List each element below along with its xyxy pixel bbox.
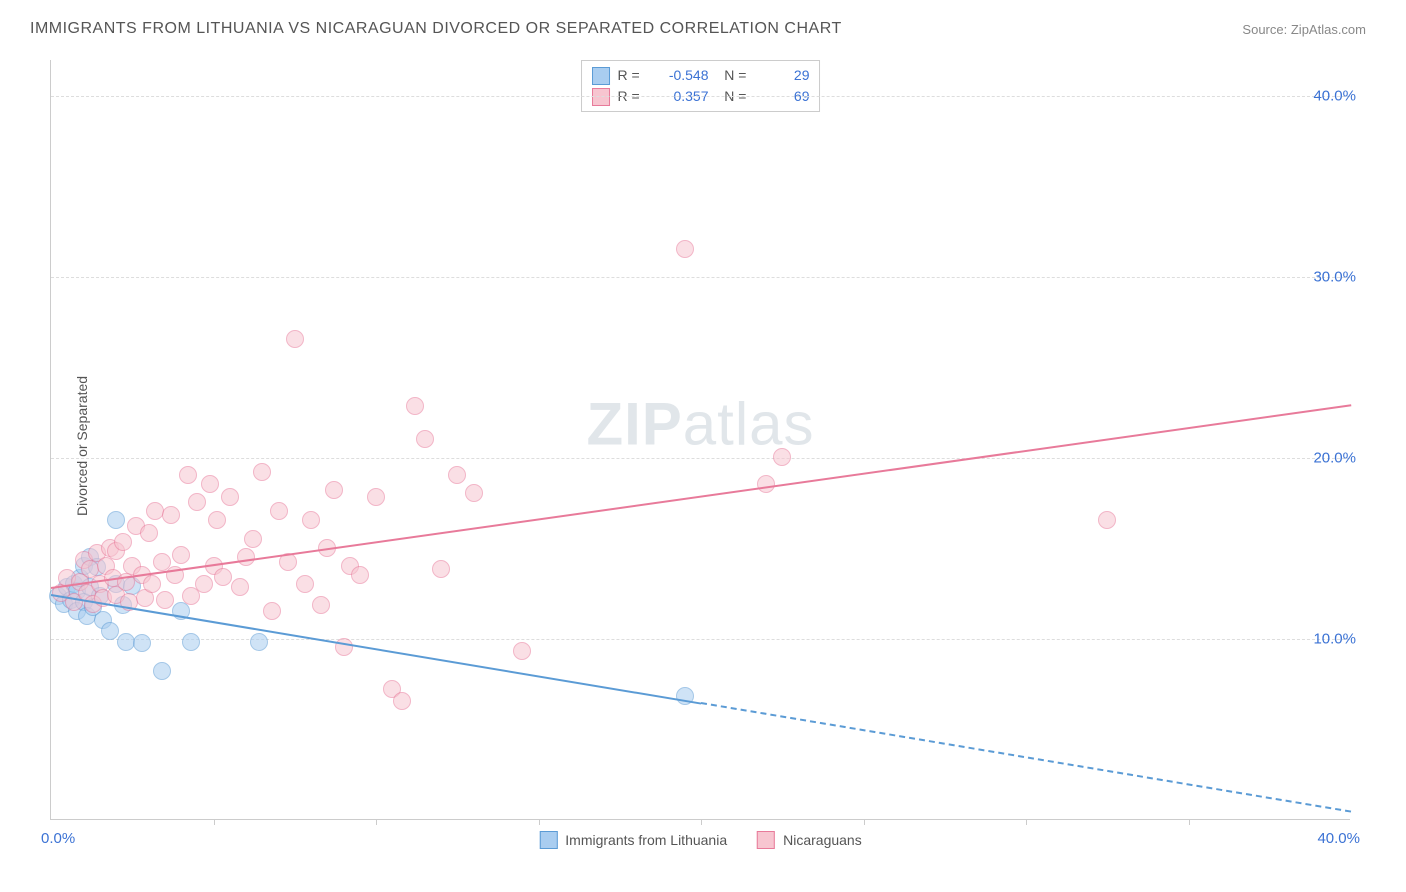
data-point (244, 530, 262, 548)
data-point (201, 475, 219, 493)
gridline (51, 458, 1350, 459)
data-point (195, 575, 213, 593)
swatch-icon (539, 831, 557, 849)
data-point (179, 466, 197, 484)
data-point (214, 568, 232, 586)
data-point (270, 502, 288, 520)
trend-line (701, 702, 1351, 813)
data-point (231, 578, 249, 596)
y-tick-label: 30.0% (1313, 269, 1356, 286)
n-value: 29 (754, 65, 809, 86)
x-tick-mark (864, 819, 865, 825)
data-point (406, 397, 424, 415)
data-point (432, 560, 450, 578)
data-point (253, 463, 271, 481)
source-attribution: Source: ZipAtlas.com (1242, 22, 1366, 37)
gridline (51, 96, 1350, 97)
page-title: IMMIGRANTS FROM LITHUANIA VS NICARAGUAN … (30, 20, 842, 38)
stat-label: R = (618, 65, 646, 86)
scatter-plot: ZIPatlas R = -0.548 N = 29 R = 0.357 N =… (50, 60, 1350, 820)
data-point (757, 475, 775, 493)
x-axis-max-label: 40.0% (1317, 830, 1360, 847)
watermark-light: atlas (683, 391, 815, 458)
data-point (296, 575, 314, 593)
gridline (51, 277, 1350, 278)
source-link[interactable]: ZipAtlas.com (1291, 22, 1366, 37)
data-point (146, 502, 164, 520)
data-point (143, 575, 161, 593)
x-tick-mark (214, 819, 215, 825)
data-point (302, 511, 320, 529)
data-point (208, 511, 226, 529)
y-tick-label: 10.0% (1313, 631, 1356, 648)
y-tick-label: 40.0% (1313, 88, 1356, 105)
data-point (263, 602, 281, 620)
legend-label: Immigrants from Lithuania (565, 832, 727, 848)
data-point (107, 511, 125, 529)
stats-row: R = -0.548 N = 29 (592, 65, 810, 86)
data-point (188, 493, 206, 511)
data-point (237, 548, 255, 566)
data-point (325, 481, 343, 499)
trend-line (51, 404, 1351, 589)
data-point (156, 591, 174, 609)
data-point (465, 484, 483, 502)
data-point (153, 662, 171, 680)
x-tick-mark (1026, 819, 1027, 825)
data-point (448, 466, 466, 484)
x-axis-origin-label: 0.0% (41, 830, 75, 847)
data-point (312, 596, 330, 614)
x-tick-mark (701, 819, 702, 825)
data-point (172, 546, 190, 564)
data-point (140, 524, 158, 542)
data-point (1098, 511, 1116, 529)
data-point (773, 448, 791, 466)
legend-item: Immigrants from Lithuania (539, 831, 727, 849)
stat-label: N = (717, 65, 747, 86)
data-point (367, 488, 385, 506)
data-point (351, 566, 369, 584)
swatch-icon (757, 831, 775, 849)
source-label: Source: (1242, 22, 1287, 37)
x-tick-mark (1189, 819, 1190, 825)
data-point (221, 488, 239, 506)
watermark-bold: ZIP (586, 391, 682, 458)
data-point (114, 533, 132, 551)
data-point (513, 642, 531, 660)
x-tick-mark (376, 819, 377, 825)
r-value: -0.548 (654, 65, 709, 86)
stats-legend: R = -0.548 N = 29 R = 0.357 N = 69 (581, 60, 821, 112)
data-point (250, 633, 268, 651)
data-point (393, 692, 411, 710)
gridline (51, 639, 1350, 640)
data-point (101, 622, 119, 640)
data-point (133, 634, 151, 652)
x-tick-mark (539, 819, 540, 825)
swatch-icon (592, 67, 610, 85)
data-point (286, 330, 304, 348)
legend-label: Nicaraguans (783, 832, 862, 848)
legend-item: Nicaraguans (757, 831, 862, 849)
data-point (416, 430, 434, 448)
data-point (162, 506, 180, 524)
series-legend: Immigrants from Lithuania Nicaraguans (539, 831, 861, 849)
data-point (676, 240, 694, 258)
y-tick-label: 20.0% (1313, 450, 1356, 467)
data-point (182, 633, 200, 651)
